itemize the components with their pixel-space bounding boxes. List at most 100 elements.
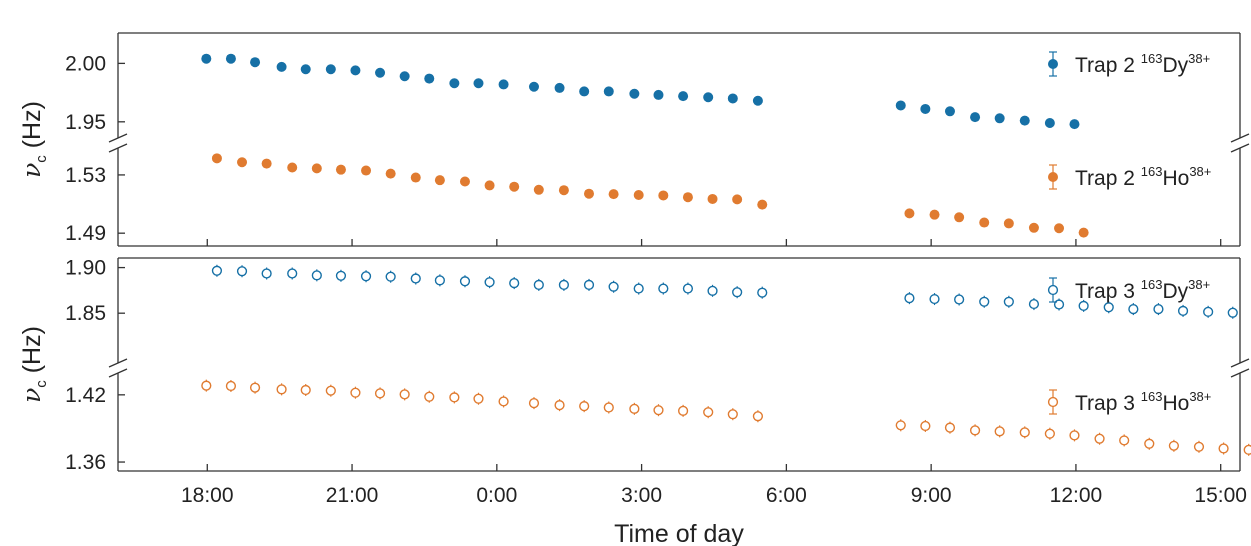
open-marker — [509, 277, 520, 289]
open-marker — [498, 396, 509, 407]
open-marker — [1218, 443, 1229, 454]
open-marker — [554, 400, 565, 411]
series-ho-open — [201, 379, 1251, 456]
y-tick-label: 1.36 — [65, 451, 106, 474]
data-point — [250, 57, 261, 68]
x-tick-label: 18:00 — [181, 484, 234, 507]
data-point — [558, 185, 569, 196]
data-point — [533, 184, 544, 195]
open-marker — [1128, 303, 1139, 315]
open-marker — [249, 382, 261, 393]
legend-marker — [1047, 396, 1059, 408]
data-point — [484, 276, 495, 289]
open-marker — [434, 275, 445, 286]
data-point — [583, 188, 594, 199]
open-marker — [1103, 302, 1114, 313]
open-marker — [979, 296, 990, 307]
data-point — [473, 78, 484, 89]
data-point — [707, 193, 718, 204]
axis-break-right-mark — [1230, 143, 1250, 153]
open-marker — [603, 402, 614, 413]
data-point — [459, 275, 471, 288]
data-point — [1144, 437, 1155, 450]
data-point — [325, 64, 336, 75]
data-point — [1003, 295, 1014, 308]
data-point — [498, 79, 509, 90]
series-ho-filled — [211, 153, 1089, 238]
data-point — [603, 401, 614, 414]
open-marker — [1044, 428, 1055, 439]
x-tick-label: 6:00 — [766, 484, 807, 507]
axis-break-left-mark — [108, 143, 128, 153]
open-marker — [944, 422, 956, 433]
open-marker — [727, 409, 738, 420]
open-marker — [954, 294, 965, 305]
data-point — [399, 388, 410, 401]
data-point — [361, 165, 372, 176]
data-point — [300, 384, 311, 397]
open-marker — [752, 411, 764, 422]
data-point — [1193, 440, 1205, 453]
open-marker — [558, 279, 570, 291]
data-point — [727, 408, 738, 421]
data-point — [211, 264, 223, 277]
data-point — [895, 100, 906, 111]
data-point — [236, 265, 248, 278]
data-point — [653, 89, 664, 100]
axis-break-right-mark — [1230, 133, 1250, 143]
open-marker — [1177, 305, 1189, 317]
data-point — [1227, 306, 1238, 319]
open-marker — [1078, 300, 1089, 311]
data-point — [1019, 115, 1030, 126]
data-point — [1218, 442, 1229, 455]
legend-label: Trap 3 163Ho38+ — [1075, 389, 1211, 415]
data-point — [1054, 223, 1065, 234]
open-marker — [1028, 298, 1040, 310]
open-marker — [1019, 427, 1030, 438]
data-point — [929, 293, 940, 306]
data-point — [583, 278, 595, 291]
open-marker — [678, 405, 689, 416]
data-point — [1044, 427, 1055, 440]
data-point — [1078, 299, 1089, 312]
open-marker — [261, 268, 272, 279]
data-point — [424, 390, 435, 403]
data-point — [707, 284, 718, 297]
data-point — [629, 402, 640, 415]
data-point — [410, 272, 421, 285]
data-point — [385, 270, 396, 283]
open-marker — [904, 293, 915, 304]
data-point — [385, 168, 396, 179]
legend-label: Trap 2 163Ho38+ — [1075, 164, 1211, 190]
data-point — [399, 71, 410, 82]
data-point — [904, 292, 915, 305]
y-tick-label: 1.42 — [65, 384, 106, 407]
data-point — [350, 386, 361, 399]
open-marker — [335, 270, 347, 281]
data-point — [1128, 303, 1139, 316]
open-marker — [682, 283, 694, 294]
data-point — [1053, 298, 1065, 311]
open-marker — [1119, 435, 1130, 446]
open-marker — [360, 271, 372, 282]
x-tick-label: 12:00 — [1050, 484, 1103, 507]
legend-entry: Trap 2 163Ho38+ — [1048, 164, 1211, 190]
open-marker — [732, 287, 743, 298]
open-marker — [920, 420, 931, 432]
data-point — [682, 192, 693, 203]
data-point — [1003, 218, 1014, 229]
data-point — [732, 194, 743, 205]
axis-break-left-mark — [108, 358, 128, 368]
open-marker — [1144, 438, 1155, 449]
open-marker — [707, 285, 718, 296]
open-marker — [1243, 444, 1251, 455]
data-point — [608, 189, 619, 200]
data-point — [459, 176, 470, 187]
data-point — [633, 190, 644, 201]
legend-marker — [1047, 284, 1059, 296]
data-point — [498, 395, 509, 408]
data-point — [944, 421, 956, 434]
data-point — [211, 153, 222, 164]
data-point — [658, 282, 669, 295]
data-point — [276, 383, 287, 396]
